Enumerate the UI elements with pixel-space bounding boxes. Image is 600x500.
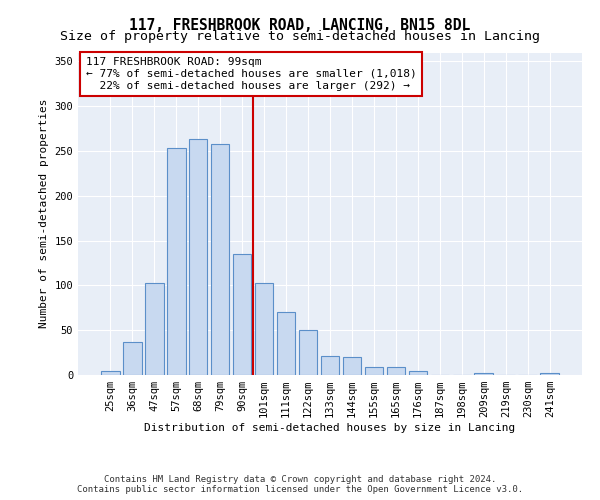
Y-axis label: Number of semi-detached properties: Number of semi-detached properties (39, 99, 49, 328)
Text: 117 FRESHBROOK ROAD: 99sqm
← 77% of semi-detached houses are smaller (1,018)
  2: 117 FRESHBROOK ROAD: 99sqm ← 77% of semi… (86, 58, 416, 90)
Bar (167, 148, 185, 375)
Bar (475, 373, 493, 375)
Text: 117, FRESHBROOK ROAD, LANCING, BN15 8DL: 117, FRESHBROOK ROAD, LANCING, BN15 8DL (130, 18, 470, 32)
Text: Contains HM Land Registry data © Crown copyright and database right 2024.
Contai: Contains HM Land Registry data © Crown c… (77, 474, 523, 494)
Bar (255, 282, 274, 375)
Bar (145, 282, 164, 375)
Bar (101, 372, 119, 375)
Bar (189, 138, 208, 375)
Bar (365, 367, 383, 375)
Bar (386, 367, 405, 375)
Bar (299, 330, 317, 375)
Bar (409, 370, 427, 375)
X-axis label: Distribution of semi-detached houses by size in Lancing: Distribution of semi-detached houses by … (145, 423, 515, 433)
Bar (343, 357, 361, 375)
Text: Size of property relative to semi-detached houses in Lancing: Size of property relative to semi-detach… (60, 30, 540, 43)
Bar (277, 312, 295, 375)
Bar (320, 356, 340, 375)
Bar (233, 254, 251, 375)
Bar (123, 342, 142, 375)
Bar (211, 144, 229, 375)
Bar (541, 373, 559, 375)
